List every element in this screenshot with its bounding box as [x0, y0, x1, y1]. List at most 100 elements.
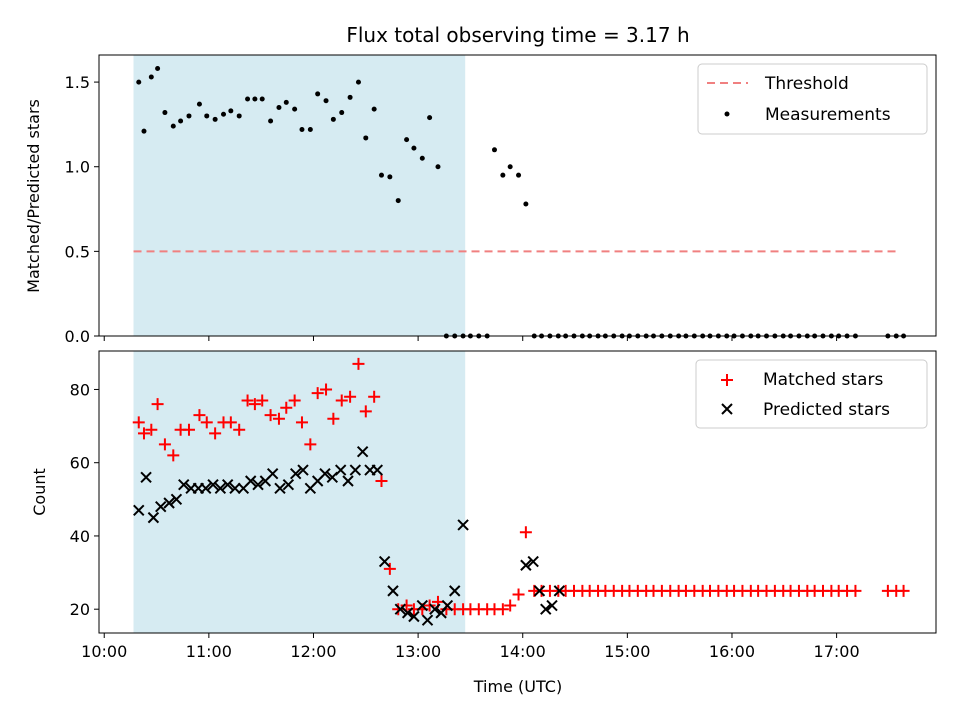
matched-stars-point	[359, 405, 372, 418]
predicted-stars-point	[394, 603, 407, 615]
ratio-panel: 0.0 0.5 1.0 1.5 Matched/Predicted stars Thr…	[24, 54, 937, 346]
measurements-point	[523, 201, 529, 207]
measurements-point	[259, 96, 265, 102]
measurements-point	[330, 116, 336, 122]
measurements-point	[292, 106, 298, 112]
predicted-stars-point	[421, 614, 434, 626]
count-y-axis-label: Count	[30, 468, 49, 516]
ratio-y-ticks: 0.0 0.5 1.0 1.5	[65, 73, 99, 346]
predicted-stars-point	[449, 585, 461, 597]
measurements-point	[162, 110, 168, 116]
x-tick-label: 17:00	[814, 642, 860, 661]
matched-stars-point	[137, 427, 150, 440]
matched-stars-point	[375, 475, 388, 488]
matched-stars-point	[132, 416, 145, 429]
predicted-stars-point	[274, 482, 286, 495]
matched-stars-point	[897, 584, 910, 597]
y-tick-label: 0.5	[65, 242, 90, 261]
predicted-stars-point	[520, 559, 532, 571]
x-tick-label: 12:00	[290, 642, 336, 661]
matched-stars-point	[519, 526, 532, 539]
predicted-stars-point	[401, 607, 414, 619]
matched-stars-point	[209, 427, 222, 440]
measurements-point	[245, 96, 251, 102]
x-axis-label: Time (UTC)	[473, 677, 562, 696]
measurements-point	[507, 164, 513, 170]
measurements-point	[299, 126, 305, 132]
matched-stars-point	[368, 390, 381, 403]
predicted-stars-point	[244, 475, 257, 487]
predicted-stars-point	[140, 471, 152, 484]
matched-stars-point	[383, 562, 396, 575]
measurements-point	[395, 198, 401, 204]
matched-stars-point	[193, 409, 206, 422]
matched-stars-point	[423, 599, 436, 612]
measurements-point	[315, 91, 321, 97]
predicted-stars-point	[387, 585, 399, 597]
predicted-stars-point	[297, 464, 309, 476]
measurements-point	[136, 79, 142, 85]
measurements-point	[186, 113, 192, 119]
predicted-stars-point	[408, 610, 420, 623]
matched-legend-swatch	[721, 374, 733, 386]
measurements-point	[323, 98, 329, 104]
measurements-point	[196, 101, 202, 107]
matched-stars-point	[145, 423, 158, 436]
count-plot-area	[132, 351, 910, 633]
predicted-stars-point	[334, 464, 347, 476]
matched-stars-point	[295, 416, 308, 429]
threshold-legend-label: Threshold	[764, 74, 849, 94]
predicted-stars-point	[221, 478, 234, 491]
matched-stars-point	[151, 398, 164, 411]
matched-stars-point	[496, 603, 509, 616]
count-legend-box	[695, 359, 928, 429]
measurements-point	[347, 94, 353, 100]
predicted-stars-point	[546, 599, 558, 612]
ratio-plot-area	[133, 55, 907, 339]
predicted-stars-point	[540, 603, 552, 615]
predicted-stars-point	[533, 585, 546, 597]
matched-stars-point	[288, 394, 301, 407]
matched-stars-point	[241, 394, 254, 407]
measurements-point	[371, 106, 377, 112]
predicted-stars-point	[155, 500, 167, 513]
predicted-stars-point	[252, 478, 264, 491]
x-tick-label: 13:00	[395, 642, 441, 661]
ratio-legend-box	[697, 63, 928, 135]
ratio-legend: Threshold Measurements	[697, 63, 928, 135]
matched-stars-point	[304, 438, 317, 451]
measurements-point	[435, 164, 441, 170]
measurements-point	[170, 123, 176, 129]
predicted-stars-point	[282, 478, 295, 491]
y-tick-label: 1.5	[65, 73, 90, 92]
predicted-stars-point	[178, 478, 190, 491]
y-tick-label: 20	[70, 600, 90, 619]
matched-legend-label: Matched stars	[763, 370, 883, 390]
measurements-point	[148, 74, 154, 80]
matched-stars-point	[280, 401, 293, 414]
matched-stars-point	[320, 383, 333, 396]
measurements-point	[228, 108, 234, 114]
y-tick-label: 40	[70, 527, 90, 546]
matched-stars-point	[392, 603, 405, 616]
predicted-stars-point	[553, 585, 566, 597]
measurements-point	[252, 96, 258, 102]
predicted-legend-label: Predicted stars	[763, 400, 890, 420]
predicted-stars-point	[378, 555, 391, 568]
matched-stars-point	[849, 584, 862, 597]
measurements-point	[307, 126, 313, 132]
matched-stars-point	[233, 423, 246, 436]
count-axes-frame	[98, 350, 937, 634]
predicted-stars-point	[229, 482, 241, 495]
predicted-stars-point	[429, 603, 441, 615]
x-tick-label: 11:00	[186, 642, 232, 661]
y-tick-label: 60	[70, 454, 90, 473]
measurements-point	[387, 174, 393, 180]
measurements-point	[516, 172, 522, 178]
predicted-stars-point	[133, 504, 145, 517]
measurements-point	[419, 155, 425, 161]
x-tick-label: 14:00	[500, 642, 546, 661]
predicted-stars-point	[342, 475, 354, 487]
